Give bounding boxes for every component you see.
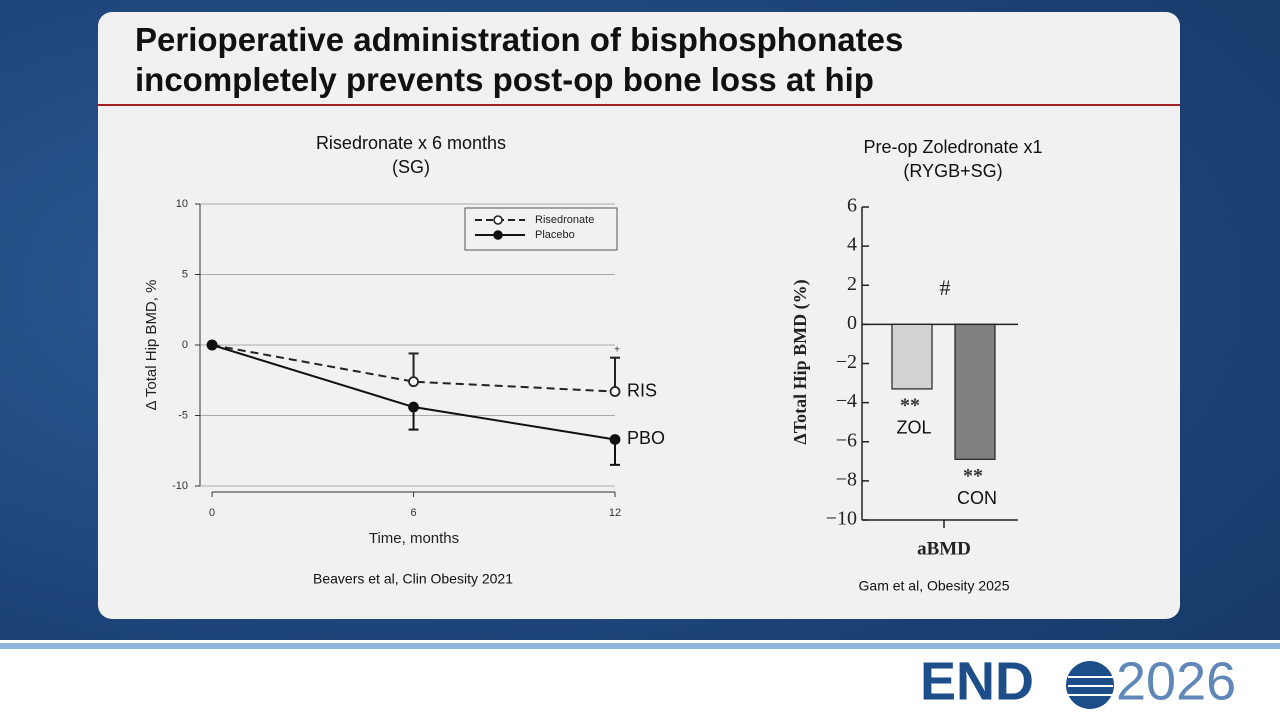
point bbox=[206, 339, 218, 351]
x-tick-label: 6 bbox=[410, 507, 416, 519]
bar bbox=[954, 323, 996, 460]
y-tick-label: −6 bbox=[836, 429, 857, 451]
source: Beavers et al, Clin Obesity 2021 bbox=[313, 571, 513, 587]
chart-subtitle: (SG) bbox=[392, 157, 430, 177]
category-label: CON bbox=[957, 488, 997, 508]
y-axis-label: Δ Total Hip BMD, % bbox=[143, 280, 160, 411]
y-tick-label: 10 bbox=[176, 198, 188, 210]
y-tick-label: 4 bbox=[847, 234, 857, 256]
legend-marker bbox=[493, 230, 503, 240]
series-end-label: PBO bbox=[627, 428, 665, 448]
logo-right: 2026 bbox=[1116, 651, 1236, 711]
x-tick-label: 0 bbox=[209, 507, 215, 519]
y-tick-label: 0 bbox=[182, 339, 188, 351]
series-line bbox=[211, 344, 616, 393]
x-axis-label: aBMD bbox=[917, 538, 971, 559]
y-tick-label: 2 bbox=[847, 273, 857, 295]
legend-label: Risedronate bbox=[535, 214, 594, 226]
y-tick-label: 5 bbox=[182, 268, 188, 280]
point bbox=[609, 386, 621, 397]
y-tick-label: −4 bbox=[836, 390, 857, 412]
y-tick-label: 0 bbox=[847, 312, 857, 334]
y-tick-label: −8 bbox=[836, 468, 857, 490]
annotation: + bbox=[614, 344, 620, 355]
title-rule bbox=[98, 104, 1180, 106]
legend-marker bbox=[493, 215, 503, 225]
x-tick-label: 12 bbox=[609, 507, 621, 519]
annotation: # bbox=[940, 275, 951, 300]
chart-subtitle: (RYGB+SG) bbox=[903, 161, 1002, 181]
y-axis-label: ΔTotal Hip BMD (%) bbox=[790, 279, 811, 444]
chart-title: Risedronate x 6 months bbox=[316, 133, 506, 153]
point bbox=[408, 376, 419, 388]
value-annotation: ** bbox=[963, 465, 983, 487]
chart-title: Pre-op Zoledronate x1 bbox=[863, 137, 1042, 157]
point bbox=[408, 401, 419, 413]
legend-box bbox=[464, 207, 618, 251]
x-axis-label: Time, months bbox=[369, 530, 459, 547]
logo-left: END bbox=[920, 651, 1034, 711]
category-label: ZOL bbox=[896, 418, 931, 438]
slide-card bbox=[98, 12, 1180, 619]
value-annotation: ** bbox=[900, 395, 920, 417]
series-end-label: RIS bbox=[627, 380, 657, 400]
y-tick-label: -10 bbox=[172, 480, 188, 492]
slide-title: Perioperative administration of bisphosp… bbox=[135, 21, 904, 98]
y-tick-label: -5 bbox=[178, 409, 188, 421]
y-tick-label: 6 bbox=[847, 195, 857, 217]
footer-stripe bbox=[0, 643, 1280, 649]
bar bbox=[891, 323, 933, 390]
y-tick-label: −10 bbox=[826, 508, 857, 530]
source: Gam et al, Obesity 2025 bbox=[859, 578, 1010, 594]
legend-label: Placebo bbox=[535, 229, 575, 241]
y-tick-label: −2 bbox=[836, 351, 857, 373]
point bbox=[609, 434, 621, 445]
